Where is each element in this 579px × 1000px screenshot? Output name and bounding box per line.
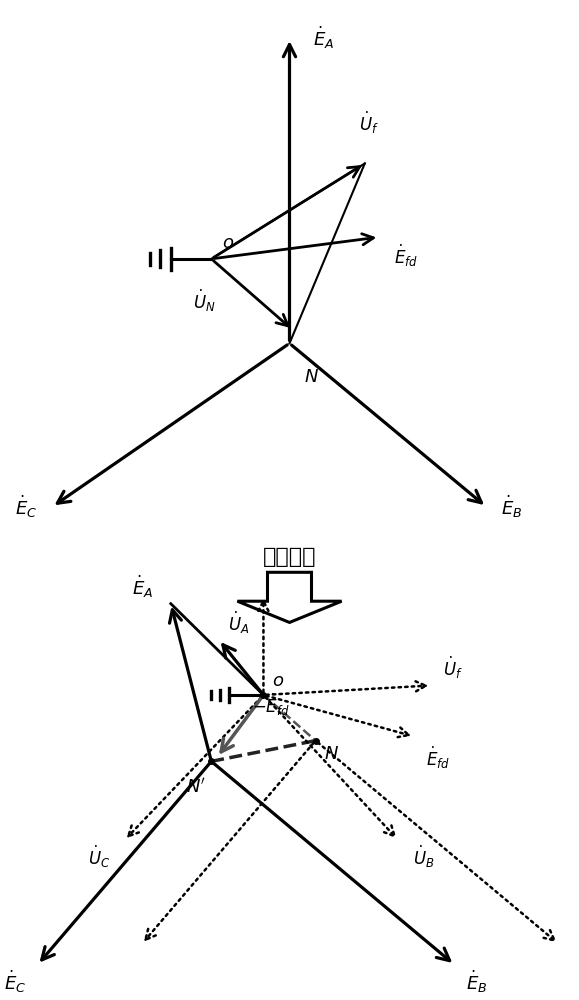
Text: $\dot{E}_B$: $\dot{E}_B$ [466, 969, 488, 995]
Text: 进行平移: 进行平移 [263, 547, 316, 567]
Text: $N$: $N$ [324, 745, 339, 763]
Text: $o$: $o$ [222, 234, 234, 252]
Text: $\dot{U}_A$: $\dot{U}_A$ [228, 610, 249, 636]
Text: $N'$: $N'$ [185, 778, 206, 797]
Text: $o$: $o$ [272, 672, 284, 690]
Text: $\dot{U}_N$: $\dot{U}_N$ [192, 288, 215, 314]
Text: $\dot{U}_f$: $\dot{U}_f$ [443, 655, 463, 681]
Text: $\dot{E}_{fd}$: $\dot{E}_{fd}$ [394, 243, 418, 269]
Polygon shape [237, 572, 342, 622]
Text: $\dot{E}_A$: $\dot{E}_A$ [313, 25, 334, 51]
Text: $\dot{E}_B$: $\dot{E}_B$ [501, 494, 522, 520]
Text: $\dot{U}_C$: $\dot{U}_C$ [87, 844, 110, 870]
Text: $\dot{U}_f$: $\dot{U}_f$ [359, 110, 379, 136]
Text: $\dot{U}_B$: $\dot{U}_B$ [413, 844, 434, 870]
Text: $\dot{E}_A$: $\dot{E}_A$ [132, 573, 153, 600]
Text: $\dot{E}_C$: $\dot{E}_C$ [15, 494, 38, 520]
Text: $\dot{E}_C$: $\dot{E}_C$ [3, 969, 26, 995]
Text: $\dot{E}_{fd}$: $\dot{E}_{fd}$ [426, 745, 450, 771]
Text: $-\dot{E}_{fd}$: $-\dot{E}_{fd}$ [252, 692, 290, 718]
Text: $N$: $N$ [304, 368, 319, 386]
